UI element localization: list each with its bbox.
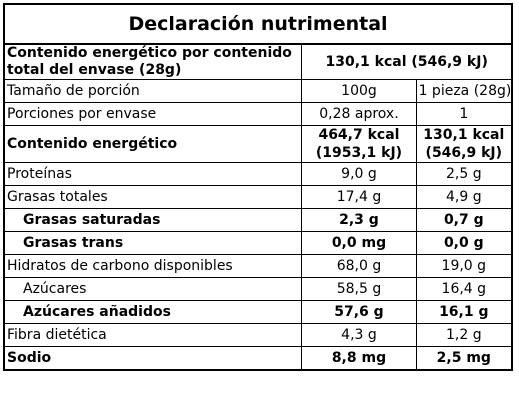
nutrient-col-a: 8,8 mg xyxy=(301,346,417,371)
table-row: Grasas totales 17,4 g 4,9 g xyxy=(3,185,513,209)
nutrient-label: Grasas trans xyxy=(3,231,303,255)
nutrient-label: Grasas totales xyxy=(3,185,303,209)
nutrient-col-b: 1,2 g xyxy=(415,323,513,347)
nutrient-col-b: 16,1 g xyxy=(415,300,513,324)
nutrient-col-a: 9,0 g xyxy=(301,162,417,186)
nutrition-table: Declaración nutrimental Contenido energé… xyxy=(3,3,513,371)
table-row: Azúcares 58,5 g 16,4 g xyxy=(3,277,513,301)
serving-row: Tamaño de porción 100g 1 pieza (28g) xyxy=(3,79,513,103)
nutrient-col-a: 58,5 g xyxy=(301,277,417,301)
energy-total-value: 130,1 kcal (546,9 kJ) xyxy=(301,43,513,80)
nutrient-label: Azúcares xyxy=(3,277,303,301)
nutrient-col-b: 19,0 g xyxy=(415,254,513,278)
table-row: Hidratos de carbono disponibles 68,0 g 1… xyxy=(3,254,513,278)
energy-label: Contenido energético xyxy=(3,125,303,163)
serving-col-a: 100g xyxy=(301,79,417,103)
servings-per-pack-row: Porciones por envase 0,28 aprox. 1 xyxy=(3,102,513,126)
nutrient-col-a: 2,3 g xyxy=(301,208,417,232)
nutrient-col-b: 0,0 g xyxy=(415,231,513,255)
nutrient-col-b: 2,5 g xyxy=(415,162,513,186)
serving-label: Tamaño de porción xyxy=(3,79,303,103)
nutrition-facts: Declaración nutrimental Contenido energé… xyxy=(3,3,513,371)
nutrient-col-b: 16,4 g xyxy=(415,277,513,301)
nutrient-label: Grasas saturadas xyxy=(3,208,303,232)
table-row: Proteínas 9,0 g 2,5 g xyxy=(3,162,513,186)
table-row: Azúcares añadidos 57,6 g 16,1 g xyxy=(3,300,513,324)
energy-col-b: 130,1 kcal (546,9 kJ) xyxy=(415,125,513,163)
servings-per-pack-col-a: 0,28 aprox. xyxy=(301,102,417,126)
servings-per-pack-label: Porciones por envase xyxy=(3,102,303,126)
energy-total-row: Contenido energético por contenido total… xyxy=(3,43,513,80)
table-row: Fibra dietética 4,3 g 1,2 g xyxy=(3,323,513,347)
energy-total-label: Contenido energético por contenido total… xyxy=(3,43,303,80)
nutrient-label: Proteínas xyxy=(3,162,303,186)
nutrient-col-a: 57,6 g xyxy=(301,300,417,324)
energy-col-a: 464,7 kcal (1953,1 kJ) xyxy=(301,125,417,163)
table-row: Grasas saturadas 2,3 g 0,7 g xyxy=(3,208,513,232)
nutrient-label: Fibra dietética xyxy=(3,323,303,347)
nutrient-col-b: 4,9 g xyxy=(415,185,513,209)
energy-row: Contenido energético 464,7 kcal (1953,1 … xyxy=(3,125,513,163)
nutrient-label: Sodio xyxy=(3,346,303,371)
table-row: Grasas trans 0,0 mg 0,0 g xyxy=(3,231,513,255)
servings-per-pack-col-b: 1 xyxy=(415,102,513,126)
nutrient-col-b: 2,5 mg xyxy=(415,346,513,371)
table-title: Declaración nutrimental xyxy=(3,3,513,45)
title-row: Declaración nutrimental xyxy=(3,3,513,45)
nutrient-label: Azúcares añadidos xyxy=(3,300,303,324)
nutrient-col-a: 0,0 mg xyxy=(301,231,417,255)
nutrient-col-a: 68,0 g xyxy=(301,254,417,278)
nutrient-col-b: 0,7 g xyxy=(415,208,513,232)
serving-col-b: 1 pieza (28g) xyxy=(415,79,513,103)
table-row: Sodio 8,8 mg 2,5 mg xyxy=(3,346,513,371)
nutrient-col-a: 17,4 g xyxy=(301,185,417,209)
nutrient-label: Hidratos de carbono disponibles xyxy=(3,254,303,278)
nutrient-col-a: 4,3 g xyxy=(301,323,417,347)
